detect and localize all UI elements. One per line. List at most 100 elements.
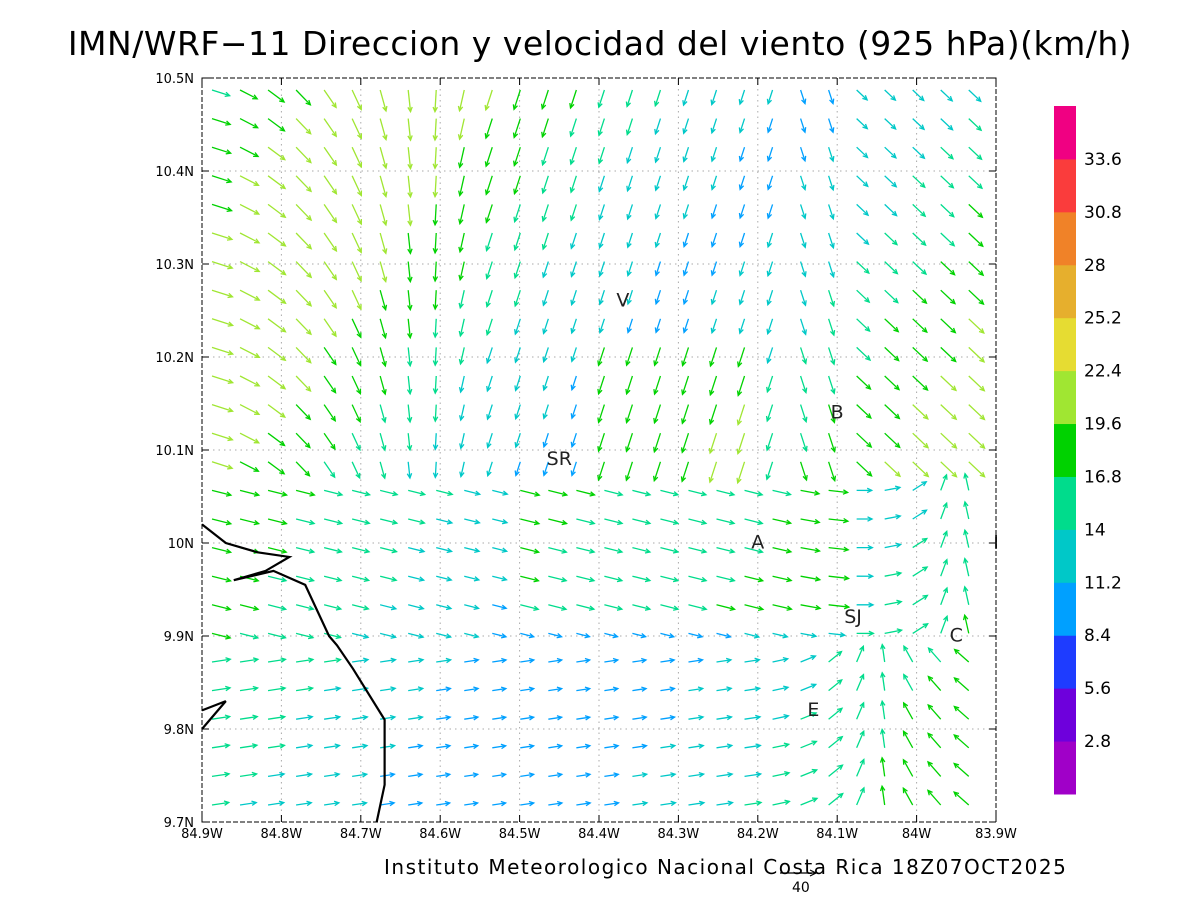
wind-vector — [239, 346, 261, 359]
wind-vector — [738, 261, 746, 277]
wind-vector — [766, 118, 774, 134]
wind-vector — [766, 175, 774, 191]
wind-vector — [880, 643, 886, 663]
wind-vector — [432, 290, 439, 311]
wind-vector — [604, 686, 620, 692]
wind-vector — [548, 518, 569, 526]
colorbar-swatch — [1054, 264, 1076, 319]
wind-vector — [660, 772, 677, 778]
wind-vector — [912, 261, 928, 276]
wind-vector — [738, 289, 746, 306]
wind-vector — [828, 792, 844, 806]
wind-vector — [464, 546, 481, 553]
wind-vector — [542, 461, 549, 477]
wind-vector — [407, 318, 413, 340]
wind-vector — [492, 686, 508, 692]
wind-vector — [940, 203, 955, 218]
wind-vector — [239, 685, 260, 692]
wind-vector — [267, 175, 287, 190]
wind-vector — [239, 375, 261, 387]
wind-vector — [484, 175, 493, 196]
wind-vector — [432, 175, 439, 199]
colorbar-swatch — [1054, 317, 1076, 372]
wind-vector — [927, 703, 942, 720]
wind-vector — [940, 375, 958, 392]
wind-vector — [351, 518, 371, 525]
wind-vector — [464, 518, 481, 525]
wind-vector — [570, 232, 577, 250]
x-tick-label: 84W — [902, 827, 932, 842]
wind-vector — [940, 558, 948, 577]
wind-vector — [688, 546, 708, 554]
wind-vector — [681, 347, 690, 367]
wind-vector — [716, 575, 736, 583]
wind-vector — [379, 261, 388, 283]
wind-vector — [682, 261, 690, 277]
wind-vector — [879, 756, 886, 777]
wind-vector — [485, 204, 493, 224]
wind-vector — [323, 632, 342, 640]
wind-vector — [520, 489, 541, 497]
wind-vector — [408, 686, 425, 692]
wind-vector — [211, 604, 232, 612]
wind-vector — [709, 347, 718, 368]
wind-vector — [625, 375, 634, 396]
wind-vector — [295, 771, 314, 778]
colorbar-label: 30.8 — [1084, 203, 1122, 223]
wind-vector — [548, 800, 564, 807]
wind-vector — [239, 657, 260, 663]
wind-vector — [407, 261, 413, 284]
wind-vector — [766, 89, 774, 106]
wind-vector — [432, 147, 439, 170]
wind-vector — [604, 715, 620, 721]
wind-vector — [708, 404, 718, 426]
wind-vector — [940, 318, 957, 334]
wind-vector — [604, 743, 620, 750]
wind-vector — [352, 657, 370, 663]
wind-vector — [654, 289, 662, 306]
wind-vector — [351, 118, 363, 140]
wind-vector — [660, 632, 676, 639]
wind-vector — [351, 347, 362, 367]
wind-vector — [379, 232, 388, 255]
wind-vector — [632, 575, 652, 583]
wind-vector — [688, 518, 708, 526]
wind-vector — [541, 204, 549, 223]
wind-vector — [766, 347, 774, 365]
wind-vector — [654, 89, 662, 108]
colorbar-label: 14 — [1084, 520, 1106, 540]
wind-vector — [738, 318, 746, 335]
wind-vector — [520, 772, 536, 778]
wind-vector — [856, 786, 865, 806]
wind-vector — [681, 404, 690, 425]
wind-vector — [542, 289, 549, 307]
wind-vector — [512, 118, 521, 139]
wind-vector — [828, 603, 851, 610]
wind-vector — [211, 117, 232, 126]
wind-vector — [902, 730, 914, 749]
wind-vector — [432, 318, 439, 339]
wind-vector — [432, 433, 439, 451]
wind-vector — [625, 118, 634, 136]
wind-vector — [884, 346, 900, 362]
colorbar-label: 5.6 — [1084, 679, 1111, 699]
wind-vector — [267, 146, 286, 161]
x-tick-label: 84.2W — [737, 827, 779, 842]
wind-vector — [680, 461, 690, 483]
wind-vector — [912, 623, 929, 634]
wind-vector — [267, 489, 289, 497]
wind-vector — [408, 743, 424, 750]
wind-vector — [800, 740, 818, 749]
wind-vector — [520, 632, 536, 639]
wind-vector — [799, 461, 808, 482]
wind-vector — [492, 632, 508, 639]
wind-vector — [484, 146, 493, 168]
wind-vector — [737, 347, 746, 368]
wind-vector — [766, 261, 774, 278]
wind-vector — [632, 489, 652, 497]
wind-vector — [688, 772, 706, 778]
wind-vector — [492, 518, 509, 525]
wind-vector — [432, 89, 438, 114]
colorbar-swatch — [1054, 582, 1076, 636]
wind-vector — [295, 289, 313, 307]
